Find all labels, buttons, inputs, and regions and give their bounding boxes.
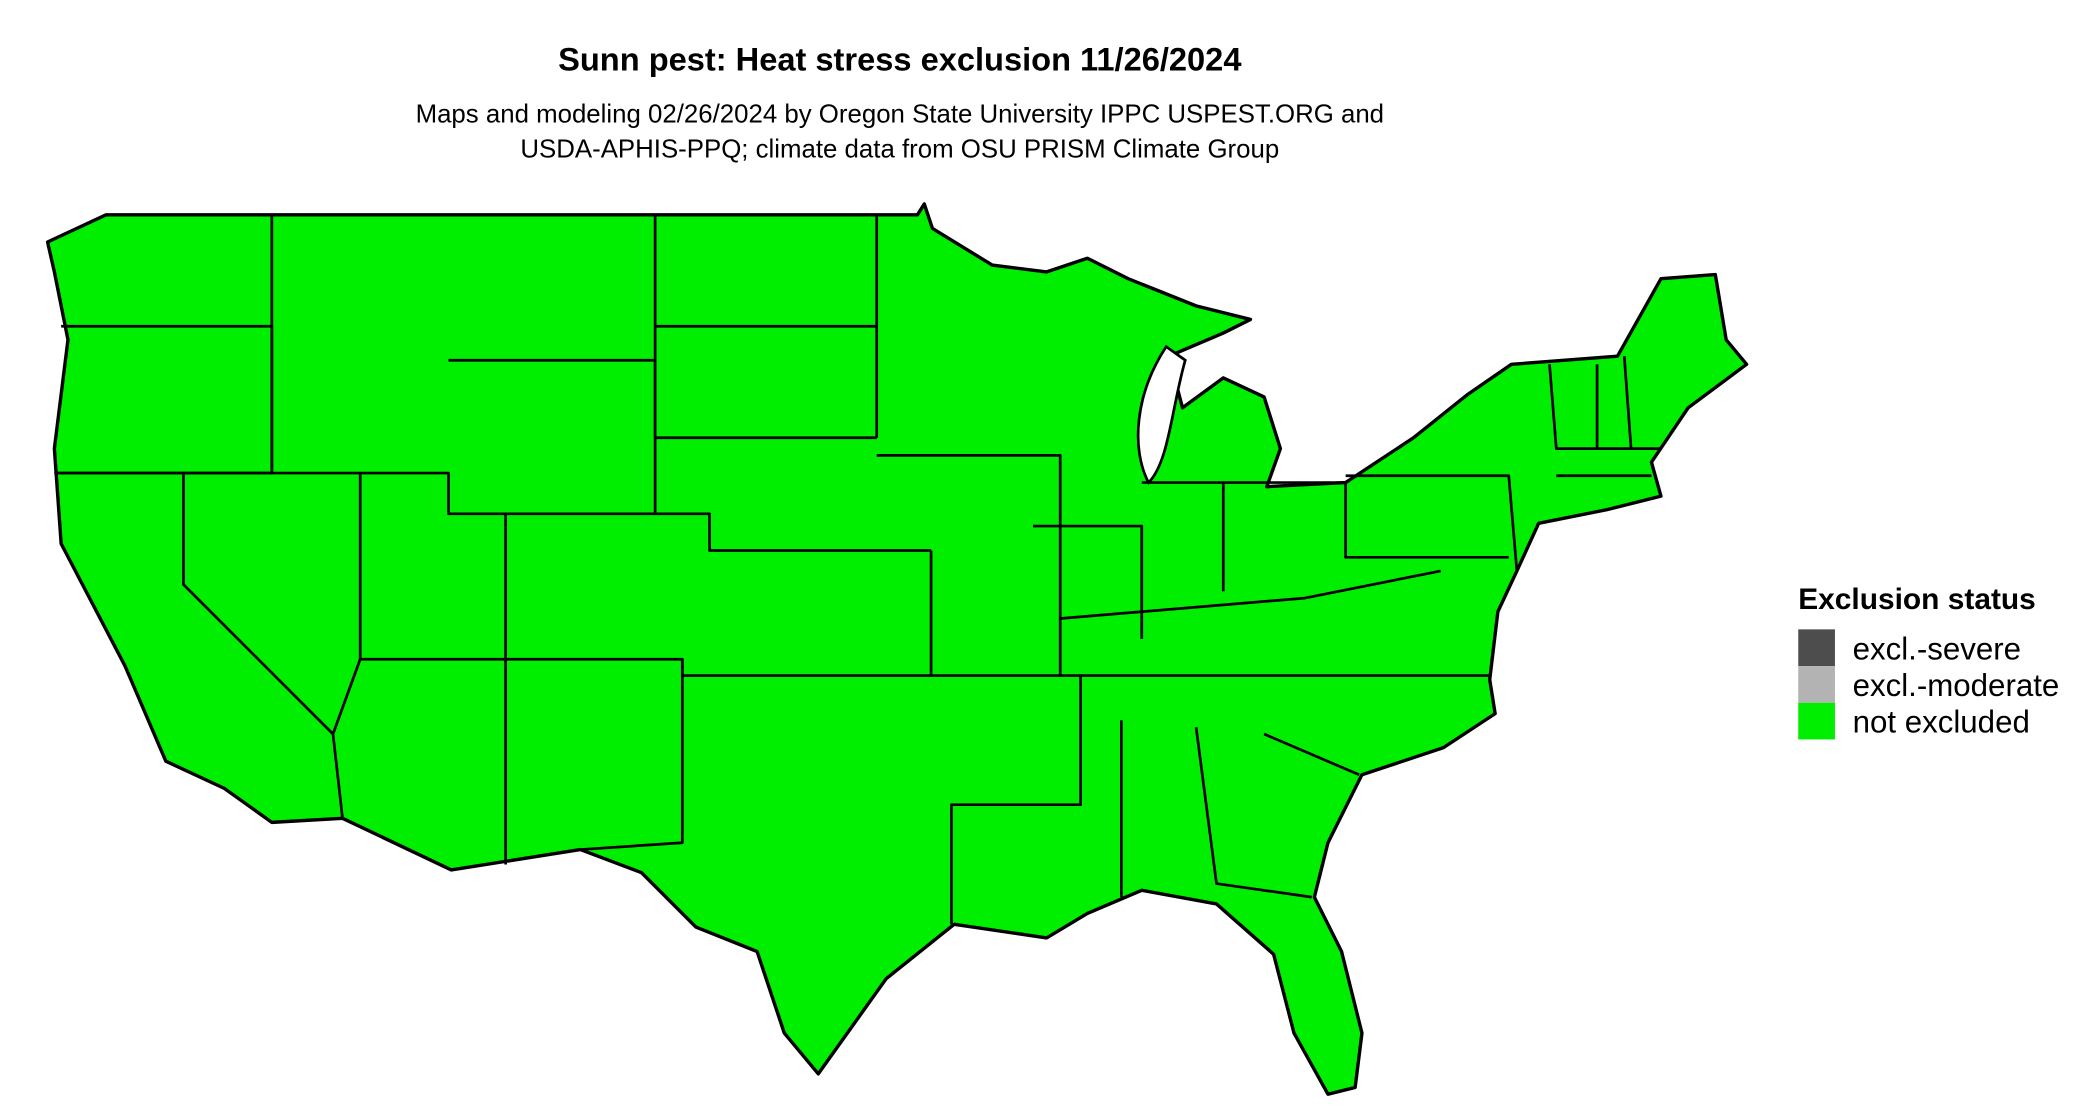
legend-label: excl.-moderate (1853, 668, 2060, 703)
legend-swatch (1798, 702, 1835, 740)
us-map (45, 202, 1749, 1096)
state-boundaries (54, 214, 1661, 925)
subtitle-line: Maps and modeling 02/26/2024 by Oregon S… (416, 100, 1384, 128)
legend-label: not excluded (1853, 705, 2030, 740)
title: Sunn pest: Heat stress exclusion 11/26/2… (558, 41, 1241, 78)
legend-title: Exclusion status (1798, 583, 2036, 616)
legend-swatch (1798, 629, 1835, 667)
subtitle-line: USDA-APHIS-PPQ; climate data from OSU PR… (520, 136, 1279, 164)
conus-land (45, 202, 1749, 1096)
legend-swatch (1798, 666, 1835, 703)
legend-label: excl.-severe (1853, 631, 2021, 666)
